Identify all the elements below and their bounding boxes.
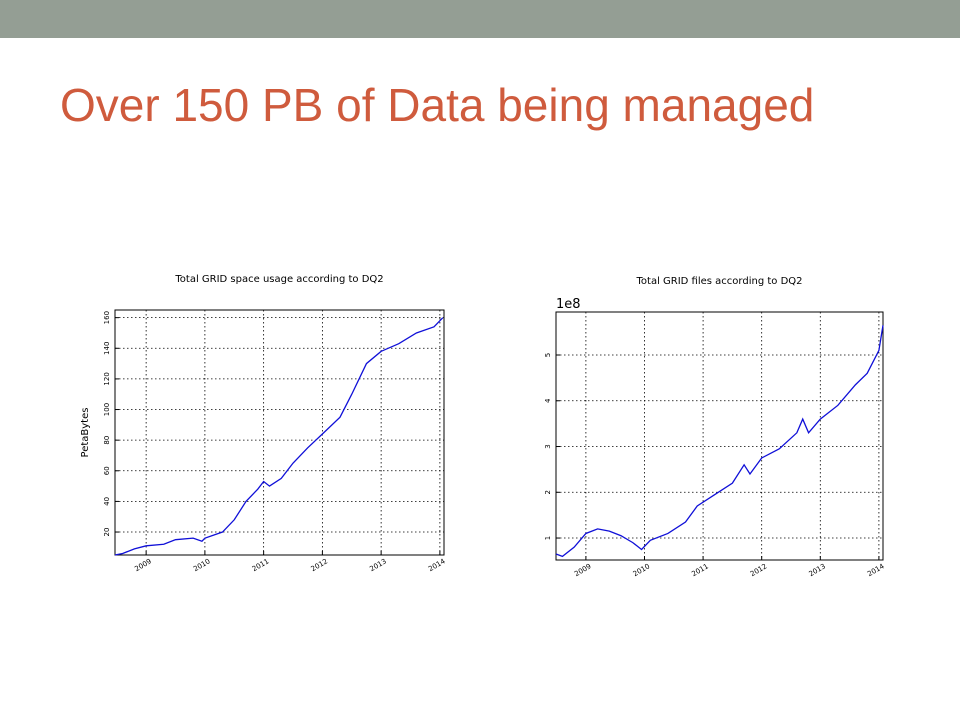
y-tick-label: 40: [103, 497, 111, 506]
x-tick-label: 2011: [690, 562, 709, 578]
plot-frame: [114, 309, 445, 556]
y-tick-label: 80: [103, 436, 111, 445]
data-line: [114, 317, 444, 556]
y-tick-label: 100: [103, 403, 111, 416]
offset-text: 1e8: [556, 297, 581, 312]
y-tick-label: 140: [103, 342, 111, 355]
y-tick-label: 2: [544, 490, 552, 494]
chart-title: Total GRID files according to DQ2: [636, 276, 803, 287]
slide-title: Over 150 PB of Data being managed: [60, 79, 815, 131]
x-tick-label: 2009: [133, 557, 152, 573]
x-tick-label: 2009: [573, 562, 592, 578]
y-tick-label: 4: [544, 398, 552, 403]
x-tick-label: 2010: [632, 562, 651, 578]
y-tick-label: 1: [544, 536, 552, 540]
data-line: [555, 325, 884, 558]
y-tick-label: 5: [544, 353, 552, 357]
y-tick-label: 160: [103, 311, 111, 324]
top-bar: [0, 0, 960, 38]
x-tick-label: 2014: [427, 557, 447, 573]
y-axis-label: PetaBytes: [80, 408, 91, 458]
x-tick-label: 2012: [310, 557, 329, 573]
plot-frame: [555, 311, 884, 561]
y-tick-label: 20: [103, 528, 111, 537]
x-tick-label: 2012: [749, 562, 768, 578]
x-tick-label: 2011: [251, 557, 270, 573]
y-tick-label: 60: [103, 466, 111, 475]
chart-title: Total GRID space usage according to DQ2: [174, 274, 383, 285]
x-tick-label: 2013: [808, 562, 827, 578]
y-tick-label: 3: [544, 444, 552, 448]
x-tick-label: 2014: [866, 562, 886, 578]
x-tick-label: 2013: [368, 557, 387, 573]
y-tick-label: 120: [103, 372, 111, 385]
x-tick-label: 2010: [192, 557, 211, 573]
